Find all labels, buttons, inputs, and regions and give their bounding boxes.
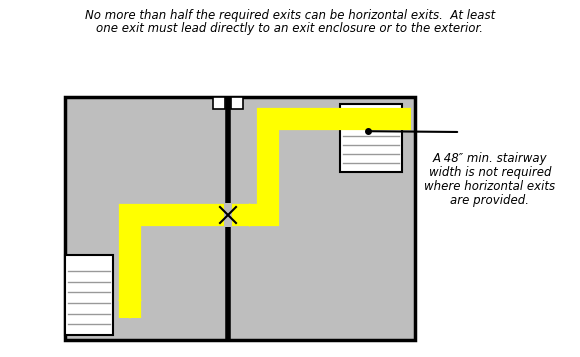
Text: where horizontal exits: where horizontal exits	[425, 180, 556, 193]
Bar	[340, 104, 402, 172]
FancyArrow shape	[119, 300, 141, 318]
Bar	[231, 97, 243, 109]
Bar	[65, 97, 415, 340]
Text: are provided.: are provided.	[451, 194, 530, 207]
Text: A 48″ min. stairway: A 48″ min. stairway	[433, 152, 548, 165]
Text: width is not required: width is not required	[429, 166, 551, 179]
FancyArrow shape	[232, 204, 250, 226]
Text: No more than half the required exits can be horizontal exits.  At least: No more than half the required exits can…	[85, 9, 495, 22]
Bar	[213, 97, 225, 109]
Text: one exit must lead directly to an exit enclosure or to the exterior.: one exit must lead directly to an exit e…	[96, 22, 484, 35]
Bar	[65, 255, 113, 335]
